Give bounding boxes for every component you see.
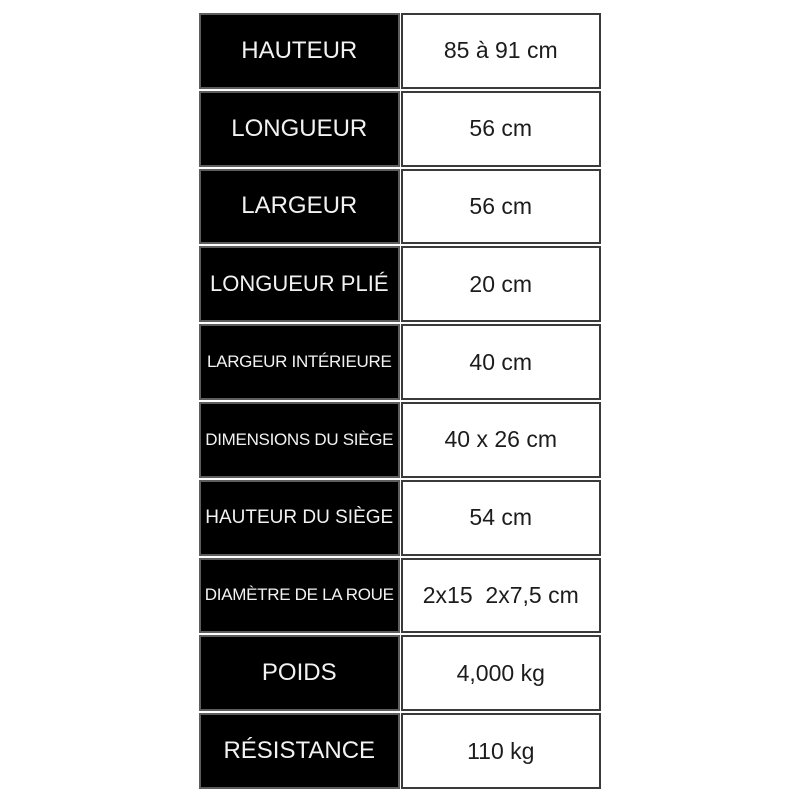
spec-value-cell: 85 à 91 cm — [400, 13, 601, 89]
spec-row: LONGUEUR 56 cm — [199, 90, 601, 167]
spec-row: HAUTEUR DU SIÈGE 54 cm — [199, 479, 601, 556]
spec-label-cell: POIDS — [199, 635, 400, 712]
spec-value-cell: 40 cm — [400, 324, 601, 400]
spec-value-cell: 110 kg — [400, 713, 601, 789]
spec-value-cell: 20 cm — [400, 246, 601, 323]
spec-label-cell: RÉSISTANCE — [199, 713, 400, 789]
spec-value-cell: 56 cm — [400, 90, 601, 167]
spec-label-cell: LONGUEUR PLIÉ — [199, 246, 400, 323]
spec-value-cell: 2x15 2x7,5 cm — [400, 557, 601, 634]
spec-row: HAUTEUR 85 à 91 cm — [199, 13, 601, 89]
spec-row: DIAMÈTRE DE LA ROUE 2x15 2x7,5 cm — [199, 557, 601, 634]
spec-row: RÉSISTANCE 110 kg — [199, 713, 601, 789]
spec-label-cell: LARGEUR INTÉRIEURE — [199, 324, 400, 400]
spec-value-cell: 4,000 kg — [400, 635, 601, 712]
spec-value-cell: 56 cm — [400, 168, 601, 245]
spec-label-cell: HAUTEUR — [199, 13, 400, 89]
spec-label-cell: DIMENSIONS DU SIÈGE — [199, 401, 400, 478]
spec-label-cell: LONGUEUR — [199, 90, 400, 167]
spec-value-cell: 40 x 26 cm — [400, 401, 601, 478]
spec-label-cell: LARGEUR — [199, 168, 400, 245]
spec-row: LARGEUR INTÉRIEURE 40 cm — [199, 324, 601, 400]
spec-value-cell: 54 cm — [400, 479, 601, 556]
spec-table: HAUTEUR 85 à 91 cm LONGUEUR 56 cm LARGEU… — [199, 13, 601, 789]
spec-label-cell: DIAMÈTRE DE LA ROUE — [199, 557, 400, 634]
spec-row: LARGEUR 56 cm — [199, 168, 601, 245]
spec-row: POIDS 4,000 kg — [199, 635, 601, 712]
spec-label-cell: HAUTEUR DU SIÈGE — [199, 479, 400, 556]
spec-row: DIMENSIONS DU SIÈGE 40 x 26 cm — [199, 401, 601, 478]
spec-row: LONGUEUR PLIÉ 20 cm — [199, 246, 601, 323]
